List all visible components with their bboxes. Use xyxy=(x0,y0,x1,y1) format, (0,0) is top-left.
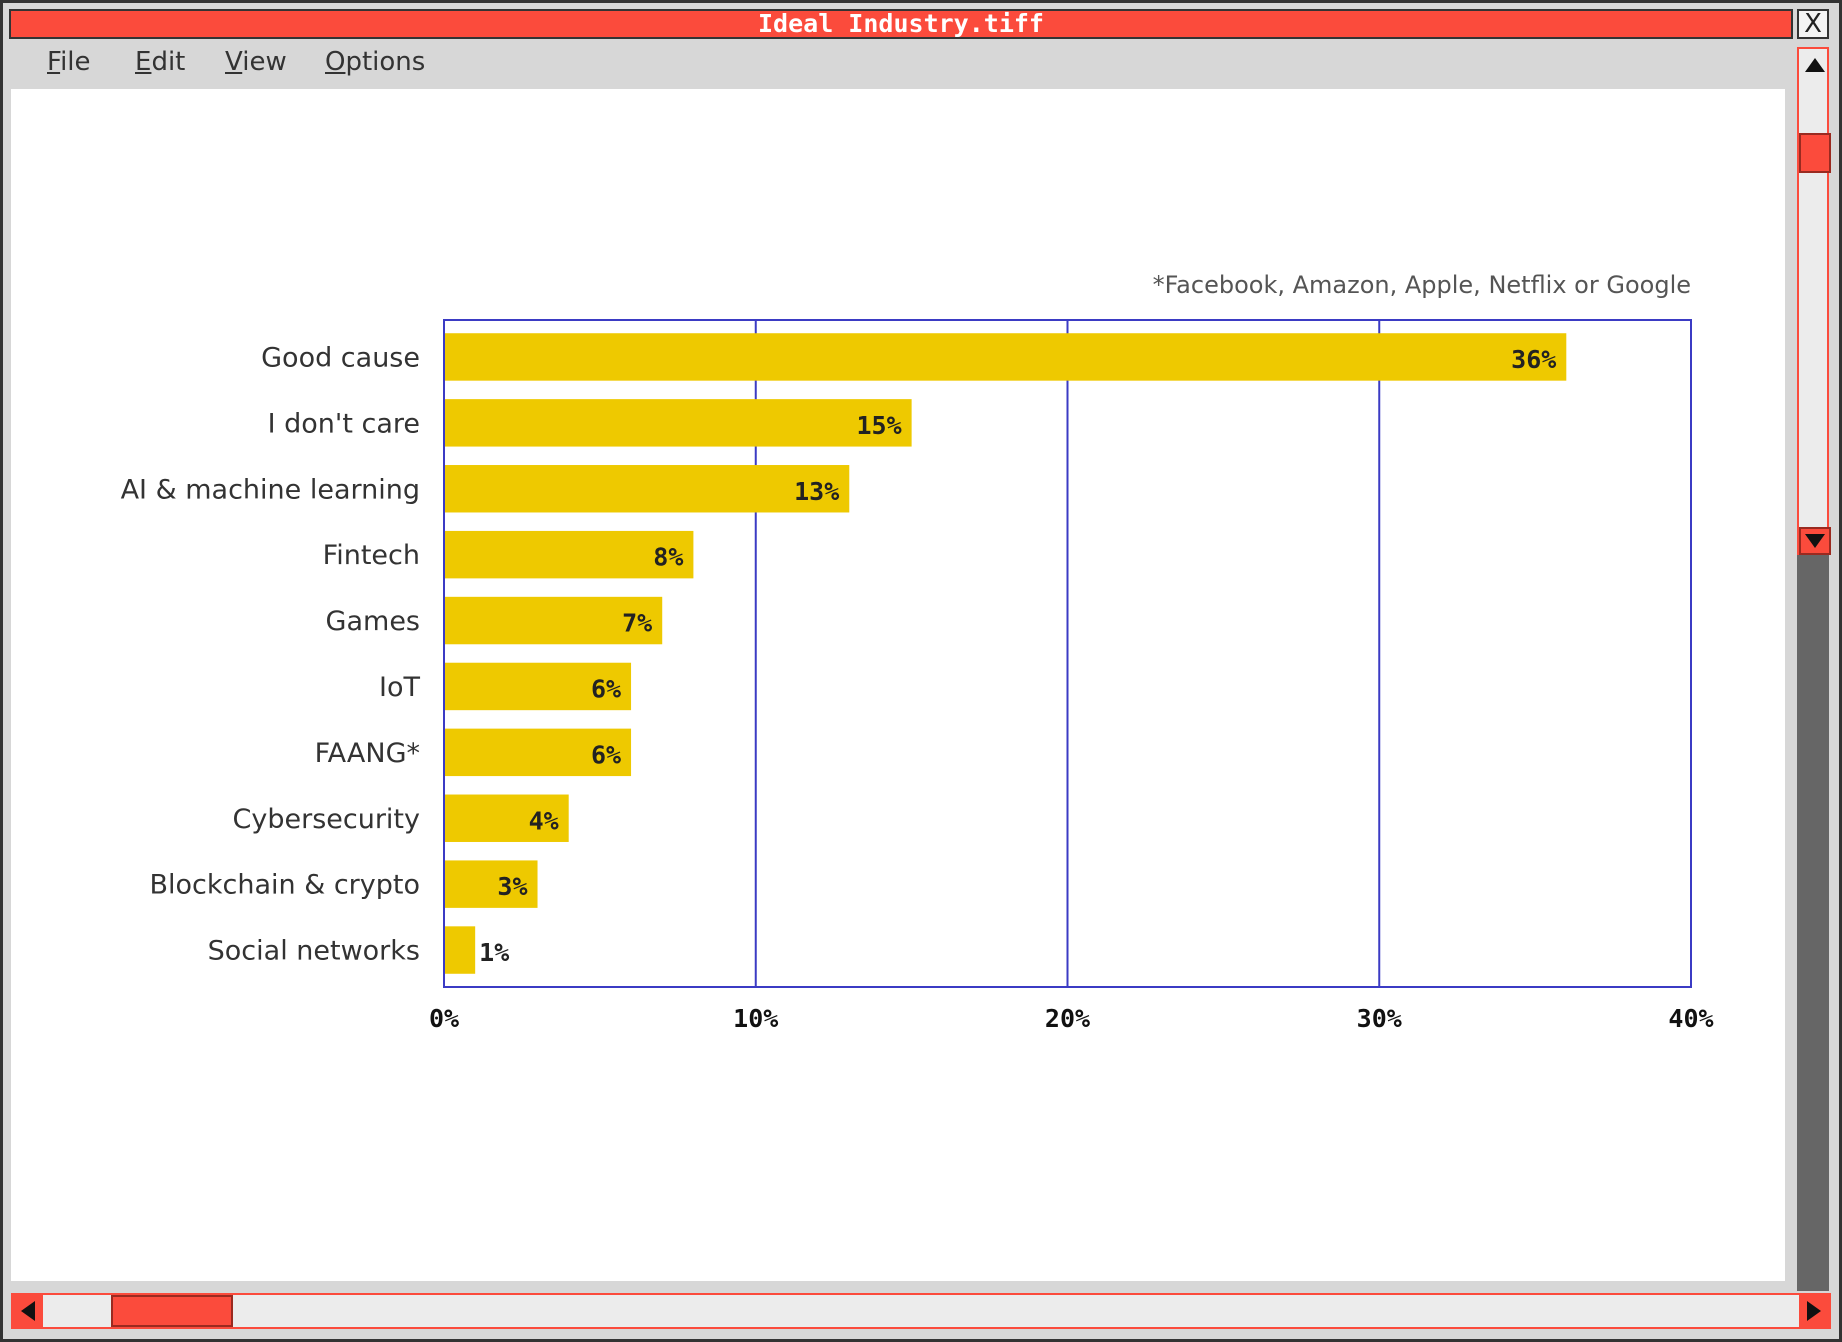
category-label: I don't care xyxy=(268,408,420,439)
category-label: Games xyxy=(326,606,420,637)
value-label: 6% xyxy=(591,740,621,769)
vertical-scroll-track[interactable] xyxy=(1797,47,1831,555)
value-label: 15% xyxy=(856,411,901,440)
menu-view[interactable]: View xyxy=(225,47,287,77)
triangle-left-icon xyxy=(21,1301,35,1321)
value-label: 1% xyxy=(479,938,509,967)
scroll-down-button[interactable] xyxy=(1799,527,1831,555)
bar xyxy=(445,662,632,711)
bar xyxy=(445,399,912,447)
menu-edit[interactable]: Edit xyxy=(135,47,186,77)
category-label: Social networks xyxy=(208,936,420,967)
category-label: AI & machine learning xyxy=(121,474,420,505)
scroll-left-button[interactable] xyxy=(13,1295,43,1327)
triangle-right-icon xyxy=(1807,1301,1821,1321)
vertical-scrollbar[interactable] xyxy=(1797,47,1831,1291)
scroll-right-button[interactable] xyxy=(1799,1295,1829,1327)
bar xyxy=(445,860,538,908)
bar xyxy=(445,530,694,579)
value-label: 7% xyxy=(622,609,652,638)
x-tick-label: 20% xyxy=(1045,1004,1090,1033)
value-label: 36% xyxy=(1511,345,1556,374)
x-axis-ticks: 0% 10% 20% 30% 40% xyxy=(429,1004,1714,1033)
vertical-scroll-thumb[interactable] xyxy=(1799,133,1831,173)
plot-frame xyxy=(443,319,1692,988)
triangle-down-icon xyxy=(1805,534,1825,548)
category-label: Cybersecurity xyxy=(233,804,421,835)
bar xyxy=(445,728,632,777)
image-canvas: *Facebook, Amazon, Apple, Netflix or Goo… xyxy=(11,89,1785,1281)
category-label: Good cause xyxy=(261,342,420,373)
menu-options[interactable]: Options xyxy=(325,47,426,77)
menu-file[interactable]: File xyxy=(47,47,91,77)
x-tick-label: 30% xyxy=(1357,1004,1402,1033)
bar-chart: *Facebook, Amazon, Apple, Netflix or Goo… xyxy=(121,271,1714,1033)
title-bar[interactable]: Ideal Industry.tiff xyxy=(9,9,1793,39)
chart-annotation: *Facebook, Amazon, Apple, Netflix or Goo… xyxy=(1153,271,1691,299)
close-button[interactable]: X xyxy=(1797,9,1829,39)
menu-bar: File Edit View Options xyxy=(9,43,1793,87)
bar xyxy=(445,596,663,645)
x-tick-label: 0% xyxy=(429,1004,459,1033)
value-label: 8% xyxy=(653,543,683,572)
window-title: Ideal Industry.tiff xyxy=(758,9,1044,38)
close-icon: X xyxy=(1804,9,1822,39)
bar xyxy=(445,926,476,974)
value-label: 6% xyxy=(591,674,621,703)
value-label: 13% xyxy=(794,477,839,506)
horizontal-scrollbar[interactable] xyxy=(11,1293,1831,1329)
category-label: Blockchain & crypto xyxy=(149,870,420,901)
bar xyxy=(445,465,850,513)
triangle-up-icon xyxy=(1805,58,1825,72)
horizontal-scroll-thumb[interactable] xyxy=(111,1295,233,1327)
value-label: 4% xyxy=(529,806,559,835)
value-label: 3% xyxy=(497,872,527,901)
category-label: IoT xyxy=(379,672,420,703)
bar xyxy=(445,333,1567,381)
bars: Good cause 36% I don't care 15% AI & machine… xyxy=(121,333,1567,974)
scroll-up-button[interactable] xyxy=(1799,51,1831,79)
category-label: Fintech xyxy=(323,540,420,571)
bar xyxy=(445,794,569,842)
category-label: FAANG* xyxy=(315,738,420,769)
x-tick-label: 10% xyxy=(733,1004,778,1033)
x-tick-label: 40% xyxy=(1668,1004,1713,1033)
